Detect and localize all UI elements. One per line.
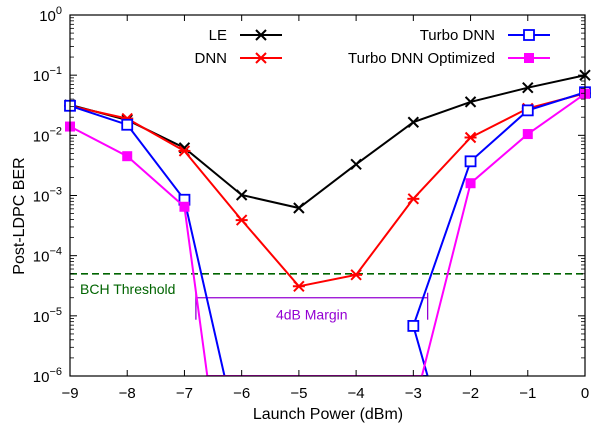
y-tick-label--6: 10−6 — [33, 366, 62, 386]
series-line-1 — [70, 92, 585, 288]
series-3-point-1 — [122, 151, 133, 162]
series-0-point-8-b — [522, 81, 534, 94]
legend-entry-0: LE — [209, 27, 282, 44]
series-0-point-7-b — [464, 96, 477, 108]
y-tick-label-0: 100 — [39, 5, 62, 25]
margin-label: 4dB Margin — [276, 307, 348, 323]
y-tick-label-base--4: 10 — [33, 249, 50, 266]
series-1-point-4 — [292, 280, 305, 292]
y-tick-label-base--3: 10 — [33, 189, 50, 206]
y-tick-label--4: 10−4 — [33, 246, 62, 266]
y-tick-label-exp--2: −2 — [49, 125, 62, 137]
legend-entry-3: Turbo DNN Optimized — [348, 50, 550, 67]
series-0-point-3-b — [235, 189, 248, 201]
legend-marker-0 — [255, 29, 267, 41]
series-0-point-4-b — [293, 202, 305, 214]
series-1-point-6 — [407, 193, 420, 205]
series-1-point-7 — [464, 131, 477, 144]
series-0-point-6 — [407, 116, 420, 128]
y-tick-label-exp--4: −4 — [49, 246, 62, 258]
bch-threshold-label: BCH Threshold — [80, 281, 175, 297]
series-3 — [70, 92, 585, 376]
y-tick-label-exp--3: −3 — [49, 186, 62, 198]
x-tick-label-8: −1 — [519, 385, 536, 402]
series-0-point-3 — [235, 189, 248, 201]
legend-label-3: Turbo DNN Optimized — [348, 50, 495, 67]
legend-label-2: Turbo DNN — [420, 27, 495, 44]
series-0-point-6-b — [407, 116, 420, 128]
series-2-point-5 — [407, 320, 420, 332]
legend-marker-2 — [523, 29, 535, 41]
series-2-point-6 — [464, 155, 477, 168]
series-1-point-5 — [350, 269, 363, 281]
x-tick-label-6: −3 — [405, 385, 422, 402]
y-tick-label--2: 10−2 — [33, 125, 62, 145]
legend-marker-1 — [255, 52, 267, 64]
series-1-point-2 — [178, 145, 191, 157]
y-tick-label-base-0: 10 — [39, 8, 56, 25]
series-0-point-5 — [350, 158, 362, 171]
x-tick-label-1: −8 — [119, 385, 136, 402]
y-tick-label-base--5: 10 — [33, 309, 50, 326]
y-tick-label-exp--5: −5 — [49, 306, 62, 318]
legend-marker-3 — [524, 53, 534, 63]
series-2 — [70, 91, 585, 376]
y-tick-label-base--6: 10 — [33, 369, 50, 386]
legend-entry-2: Turbo DNN — [420, 27, 550, 44]
legend-marker-0-b — [255, 29, 267, 41]
series-2-point-7 — [521, 104, 534, 117]
y-tick-label-exp-0: 0 — [56, 5, 62, 17]
x-axis-title: Launch Power (dBm) — [253, 406, 403, 423]
series-1 — [70, 92, 585, 288]
series-line-3 — [70, 92, 585, 376]
x-tick-label-4: −5 — [290, 385, 307, 402]
x-tick-label-5: −4 — [348, 385, 365, 402]
y-tick-label-base--1: 10 — [33, 68, 50, 85]
legend-label-1: DNN — [195, 50, 228, 67]
series-1-point-3 — [235, 214, 248, 226]
series-0-point-7 — [464, 96, 477, 108]
y-tick-label--5: 10−5 — [33, 306, 62, 326]
series-3-point-5 — [465, 178, 476, 189]
y-tick-label--1: 10−1 — [33, 65, 62, 85]
x-tick-label-2: −7 — [176, 385, 193, 402]
legend-label-0: LE — [209, 27, 227, 44]
x-tick-label-0: −9 — [61, 385, 78, 402]
series-0-point-5-b — [350, 158, 362, 171]
series-2-point-1 — [121, 118, 134, 131]
y-tick-label-base--2: 10 — [33, 128, 50, 145]
series-3-point-2 — [179, 201, 190, 212]
y-tick-label-exp--1: −1 — [49, 65, 62, 77]
series-line-2 — [70, 91, 585, 376]
y-axis-title: Post-LDPC BER — [11, 157, 28, 274]
series-0-point-4 — [293, 202, 305, 214]
series-0-point-8 — [522, 81, 534, 94]
y-tick-label-exp--6: −6 — [49, 366, 62, 378]
series-3-point-6 — [522, 129, 533, 140]
legend-entry-1: DNN — [195, 50, 282, 67]
x-tick-label-7: −2 — [462, 385, 479, 402]
y-tick-label--3: 10−3 — [33, 186, 62, 206]
x-tick-label-9: 0 — [581, 385, 589, 402]
x-tick-label-3: −6 — [233, 385, 250, 402]
